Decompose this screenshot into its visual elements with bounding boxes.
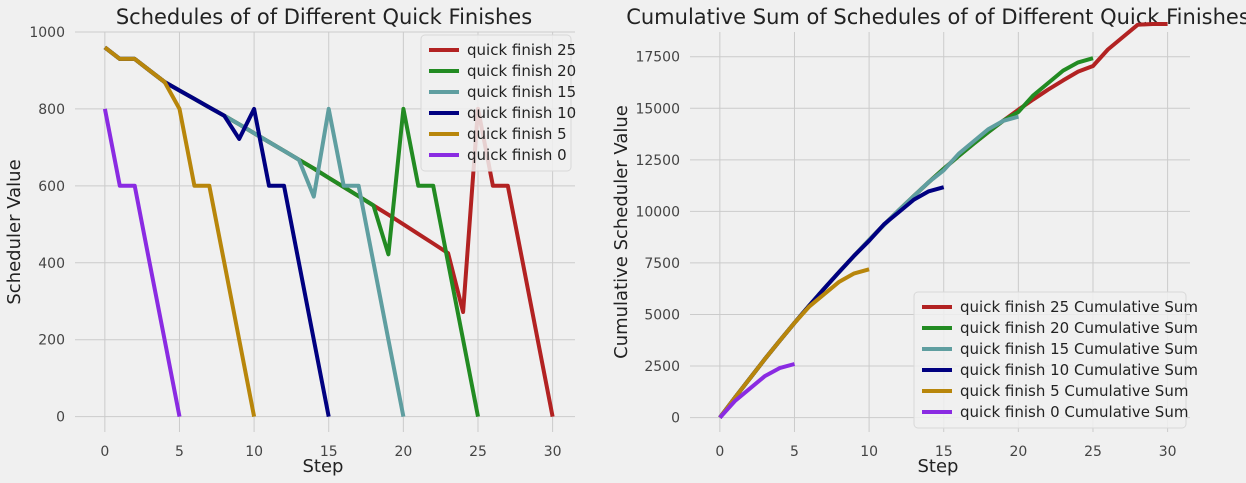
tick-labels: 0 5 10 15 20 25 30 0 2500 5000 7500 10000 12500 15000…	[635, 50, 1176, 460]
x-tick-label: 20	[1009, 444, 1027, 460]
x-tick-label: 0	[100, 444, 109, 460]
legend-label: quick finish 15 Cumulative Sum	[960, 340, 1198, 358]
x-tick-label: 0	[715, 444, 724, 460]
legend-label: quick finish 5	[467, 125, 567, 143]
x-tick-label: 30	[544, 444, 562, 460]
series-line	[102, 108, 182, 417]
y-tick-label: 0	[671, 411, 680, 427]
tick-labels: 0 5 10 15 20 25 30 0 200 400 600 800 1000	[29, 25, 561, 460]
legend-label: quick finish 0 Cumulative Sum	[960, 403, 1188, 421]
grid	[75, 31, 575, 432]
x-tick-label: 20	[394, 444, 412, 460]
series-line	[103, 45, 257, 417]
x-tick-label: 5	[175, 444, 184, 460]
y-tick-label: 600	[38, 179, 65, 195]
y-tick-label: 17500	[635, 50, 680, 66]
x-tick-label: 15	[320, 444, 338, 460]
y-tick-label: 2500	[644, 359, 680, 375]
legend-box	[913, 291, 1187, 429]
legend-label: quick finish 15	[467, 83, 576, 101]
legend-label: quick finish 10 Cumulative Sum	[960, 361, 1198, 379]
legend-label: quick finish 20 Cumulative Sum	[960, 319, 1198, 337]
legend-label: quick finish 5 Cumulative Sum	[960, 382, 1188, 400]
y-tick-label: 1000	[29, 25, 65, 41]
series-lines	[718, 22, 1168, 419]
chart-title: Schedules of of Different Quick Finishes	[116, 5, 532, 29]
series-line	[718, 362, 796, 419]
y-tick-label: 0	[56, 410, 65, 426]
y-tick-label: 12500	[635, 153, 680, 169]
cumulative-chart: Cumulative Sum of Schedules of of Differ…	[611, 5, 1246, 477]
x-tick-label: 30	[1159, 444, 1177, 460]
legend: quick finish 25 Cumulative Sum quick fini…	[913, 291, 1198, 429]
x-tick-label: 25	[469, 444, 487, 460]
legend: quick finish 25 quick finish 20 quick fini…	[420, 34, 576, 172]
x-tick-label: 25	[1084, 444, 1102, 460]
legend-label: quick finish 25 Cumulative Sum	[960, 298, 1198, 316]
y-axis-label: Scheduler Value	[4, 159, 25, 304]
legend-label: quick finish 25	[467, 41, 576, 59]
x-axis-label: Step	[918, 456, 959, 477]
y-tick-label: 400	[38, 256, 65, 272]
y-tick-label: 200	[38, 333, 65, 349]
y-tick-label: 15000	[635, 101, 680, 117]
y-tick-label: 10000	[635, 204, 680, 220]
series-line	[718, 267, 870, 419]
x-tick-label: 10	[245, 444, 263, 460]
y-axis-label: Cumulative Scheduler Value	[611, 105, 632, 359]
legend-label: quick finish 20	[467, 62, 576, 80]
y-tick-label: 800	[38, 102, 65, 118]
x-tick-label: 5	[790, 444, 799, 460]
legend-label: quick finish 10	[467, 104, 576, 122]
y-tick-label: 5000	[644, 307, 680, 323]
x-tick-label: 10	[860, 444, 878, 460]
legend-label: quick finish 0	[467, 146, 567, 164]
x-tick-label: 15	[935, 444, 953, 460]
x-axis-label: Step	[303, 456, 344, 477]
schedules-chart: Schedules of of Different Quick Finishes…	[4, 5, 576, 477]
y-tick-label: 7500	[644, 256, 680, 272]
